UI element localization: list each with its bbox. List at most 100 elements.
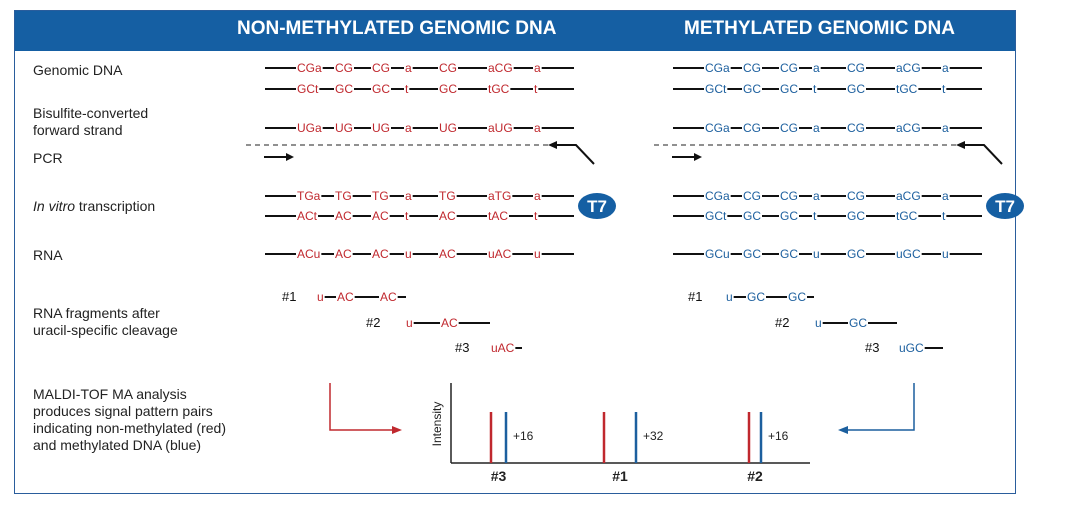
- nonmeth-fragment-2-part-1: AC: [441, 316, 458, 330]
- nonmeth-ivt-top-base-5: aTG: [488, 189, 511, 203]
- meth-fragment-1-part-1: GC: [747, 290, 765, 304]
- peak-2-mass-shift: +32: [643, 429, 664, 443]
- nonmeth-ivt-bottom-base-6: t: [534, 209, 538, 223]
- meth-genomic-bottom-base-6: t: [942, 82, 946, 96]
- nonmeth-ivt-bottom-base-1: AC: [335, 209, 352, 223]
- meth-fragment-1-part-0: u: [726, 290, 733, 304]
- meth-ivt-top-base-0: CGa: [705, 189, 730, 203]
- nonmeth-genomic-bottom-base-1: GC: [335, 82, 353, 96]
- label-fragments-2: uracil-specific cleavage: [33, 322, 178, 338]
- meth-ivt-top-base-3: a: [813, 189, 820, 203]
- meth-bisulfite-base-0: CGa: [705, 121, 730, 135]
- meth-ivt-top-base-4: CG: [847, 189, 865, 203]
- meth-ivt-bottom-base-4: GC: [847, 209, 865, 223]
- nonmeth-fragment-1-part-1: AC: [337, 290, 354, 304]
- blue-arrow-to-spectrum: [848, 383, 915, 431]
- label-bisulfite-2: forward strand: [33, 122, 123, 138]
- meth-genomic-bottom-base-4: GC: [847, 82, 865, 96]
- meth-genomic-top-base-3: a: [813, 61, 820, 75]
- meth-bisulfite-base-5: aCG: [896, 121, 921, 135]
- nonmeth-genomic-bottom-base-0: GCt: [297, 82, 319, 96]
- nonmeth-genomic-top-base-2: CG: [372, 61, 390, 75]
- nonmeth-fragment-1-part-2: AC: [380, 290, 397, 304]
- meth-fragment-1-id: #1: [688, 289, 702, 304]
- meth-fragment-2-id: #2: [775, 315, 789, 330]
- nonmeth-t7-promoter: [578, 193, 616, 219]
- meth-genomic-top-base-4: CG: [847, 61, 865, 75]
- figure-frame: [14, 10, 1016, 494]
- meth-rna-base-0: GCu: [705, 247, 730, 261]
- meth-ivt-bottom-base-3: t: [813, 209, 817, 223]
- meth-genomic-bottom-base-1: GC: [743, 82, 761, 96]
- meth-bisulfite-base-3: a: [813, 121, 820, 135]
- nonmeth-ivt-bottom-base-0: ACt: [297, 209, 318, 223]
- nonmeth-genomic-top-base-5: aCG: [488, 61, 513, 75]
- label-pcr: PCR: [33, 150, 63, 166]
- meth-ivt-top-base-5: aCG: [896, 189, 921, 203]
- nonmeth-ivt-top-base-0: TGa: [297, 189, 321, 203]
- peak-3-fragment-id: #2: [747, 468, 763, 484]
- nonmeth-reverse-primer-arrow: [556, 144, 595, 165]
- label-ivt-rest: transcription: [75, 198, 156, 214]
- meth-fragment-3-part-0: uGC: [899, 341, 924, 355]
- label-bisulfite-1: Bisulfite-converted: [33, 105, 149, 121]
- meth-rna-base-3: u: [813, 247, 820, 261]
- meth-t7-promoter: [986, 193, 1024, 219]
- nonmeth-ivt-bottom-base-3: t: [405, 209, 409, 223]
- nonmeth-rna-base-1: AC: [335, 247, 352, 261]
- meth-ivt-bottom-base-6: t: [942, 209, 946, 223]
- meth-reverse-primer-arrow: [964, 144, 1003, 165]
- nonmeth-ivt-top-base-4: TG: [439, 189, 456, 203]
- peak-2-fragment-id: #1: [612, 468, 628, 484]
- nonmeth-bisulfite-base-4: UG: [439, 121, 457, 135]
- meth-ivt-bottom-base-2: GC: [780, 209, 798, 223]
- meth-bisulfite-base-1: CG: [743, 121, 761, 135]
- nonmeth-ivt-bottom-base-4: AC: [439, 209, 456, 223]
- meth-genomic-bottom-base-5: tGC: [896, 82, 918, 96]
- header-bar: NON-METHYLATED GENOMIC DNA METHYLATED GE…: [15, 11, 1015, 51]
- label-in-vitro-transcription: In vitro transcription: [33, 198, 155, 215]
- nonmeth-bisulfite-base-0: UGa: [297, 121, 322, 135]
- nonmeth-ivt-bottom-base-5: tAC: [488, 209, 508, 223]
- nonmeth-ivt-top-base-3: a: [405, 189, 412, 203]
- peak-1-fragment-id: #3: [491, 468, 507, 484]
- label-rna: RNA: [33, 247, 63, 263]
- meth-forward-primer-arrowhead: [694, 153, 702, 161]
- meth-genomic-bottom-base-0: GCt: [705, 82, 727, 96]
- nonmeth-rna-base-0: ACu: [297, 247, 320, 261]
- meth-rna-base-2: GC: [780, 247, 798, 261]
- meth-fragment-3-id: #3: [865, 340, 879, 355]
- meth-reverse-primer-arrowhead: [956, 141, 965, 149]
- peak-1-mass-shift: +16: [513, 429, 534, 443]
- nonmeth-genomic-top-base-3: a: [405, 61, 412, 75]
- nonmeth-rna-base-5: uAC: [488, 247, 512, 261]
- nonmeth-bisulfite-base-6: a: [534, 121, 541, 135]
- label-ivt-italic: In vitro: [33, 198, 76, 214]
- nonmeth-ivt-bottom-base-2: AC: [372, 209, 389, 223]
- meth-fragment-1-part-2: GC: [788, 290, 806, 304]
- non-methylated-title: NON-METHYLATED GENOMIC DNA: [237, 18, 557, 39]
- label-maldi-3: indicating non-methylated (red): [33, 420, 226, 436]
- meth-ivt-bottom-base-5: tGC: [896, 209, 918, 223]
- nonmeth-genomic-top-base-0: CGa: [297, 61, 322, 75]
- nonmeth-ivt-top-base-1: TG: [335, 189, 352, 203]
- nonmeth-genomic-bottom-base-5: tGC: [488, 82, 510, 96]
- nonmeth-rna-base-2: AC: [372, 247, 389, 261]
- spectrum-ylabel: Intensity: [430, 402, 444, 447]
- nonmeth-genomic-top-base-1: CG: [335, 61, 353, 75]
- nonmeth-fragment-3-part-0: uAC: [491, 341, 515, 355]
- meth-rna-base-1: GC: [743, 247, 761, 261]
- nonmeth-genomic-top-base-4: CG: [439, 61, 457, 75]
- meth-rna-base-4: GC: [847, 247, 865, 261]
- nonmeth-genomic-top-base-6: a: [534, 61, 541, 75]
- nonmeth-forward-primer-arrowhead: [286, 153, 294, 161]
- nonmeth-fragment-2-part-0: u: [406, 316, 413, 330]
- meth-ivt-top-base-2: CG: [780, 189, 798, 203]
- meth-genomic-bottom-base-3: t: [813, 82, 817, 96]
- nonmeth-ivt-top-base-2: TG: [372, 189, 389, 203]
- nonmeth-bisulfite-base-3: a: [405, 121, 412, 135]
- nonmeth-bisulfite-base-2: UG: [372, 121, 390, 135]
- meth-rna-base-5: uGC: [896, 247, 921, 261]
- meth-genomic-bottom-base-2: GC: [780, 82, 798, 96]
